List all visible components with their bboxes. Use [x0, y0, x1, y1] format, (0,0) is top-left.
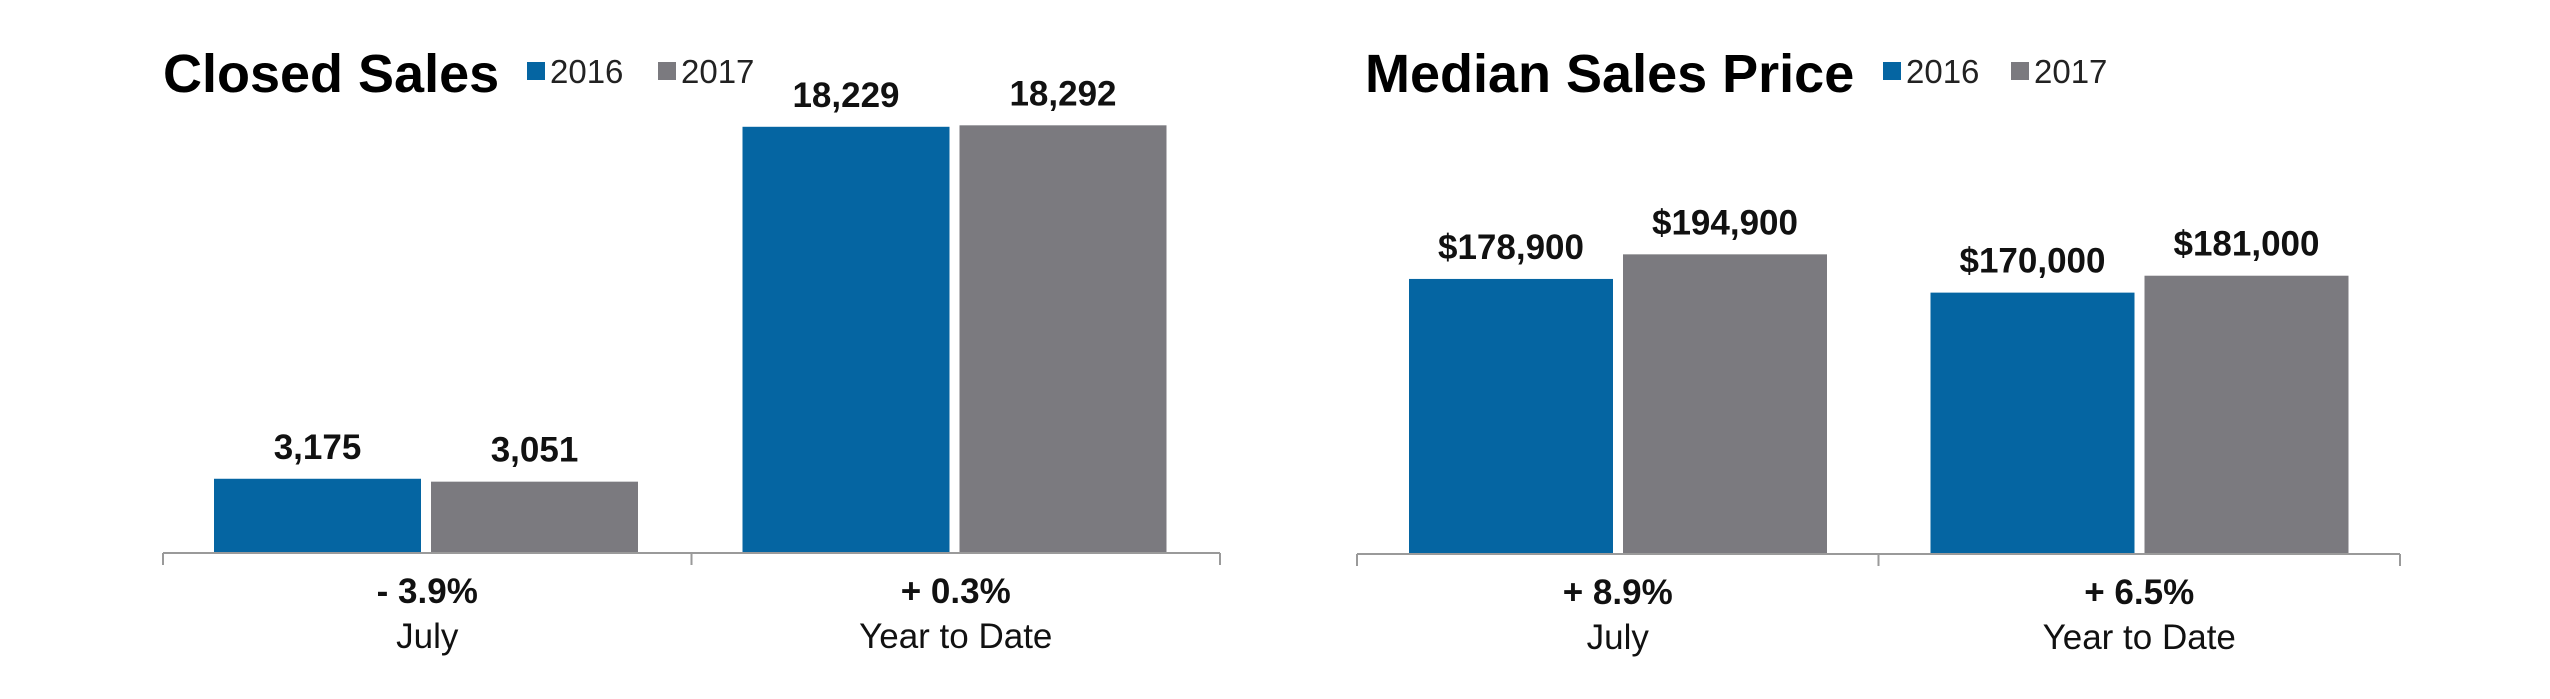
- bars-group: [214, 125, 1167, 554]
- data-label: 18,229: [792, 76, 899, 115]
- labels-group: $178,900 $194,900 + 8.9% July $170,000 $181,0…: [1438, 203, 2319, 657]
- data-label: 3,051: [491, 431, 579, 470]
- bar-2016-1: [1930, 292, 2135, 554]
- category-label: July: [396, 617, 459, 656]
- bar-2016-1: [742, 126, 950, 553]
- labels-group: 3,175 3,051 - 3.9% July 18,229 18,292 + 0.3% Ye…: [274, 74, 1117, 656]
- data-label: $178,900: [1438, 228, 1584, 267]
- legend-swatch-2017: [658, 62, 676, 80]
- data-label: 3,175: [274, 428, 362, 467]
- change-label: + 8.9%: [1563, 573, 1673, 612]
- legend-label-2016: 2016: [1906, 53, 1979, 90]
- bar-2017-1: [959, 125, 1167, 554]
- closed-sales-chart: Closed Sales 2016 2017 3,175 3,051 - 3.9% J…: [162, 44, 1221, 656]
- x-axis: [1356, 553, 2401, 566]
- data-label: $194,900: [1652, 203, 1798, 242]
- data-label: $170,000: [1960, 242, 2106, 281]
- legend-swatch-2017: [2011, 62, 2029, 80]
- category-label: Year to Date: [859, 617, 1052, 656]
- legend-label-2016: 2016: [550, 53, 623, 90]
- bar-2017-0: [431, 481, 638, 553]
- bars-group: [1409, 254, 2349, 554]
- legend-label-2017: 2017: [2034, 53, 2107, 90]
- legend-label-2017: 2017: [681, 53, 754, 90]
- legend-swatch-2016: [1883, 62, 1901, 80]
- bar-2016-0: [1409, 278, 1613, 554]
- data-label: 18,292: [1009, 74, 1116, 113]
- median-sales-price-chart: Median Sales Price 2016 2017 $178,900 $19…: [1356, 44, 2401, 657]
- legend-swatch-2016: [527, 62, 545, 80]
- chart-title: Median Sales Price: [1365, 44, 1854, 104]
- change-label: + 0.3%: [901, 572, 1011, 611]
- bar-2016-0: [214, 478, 421, 553]
- data-label: $181,000: [2174, 225, 2320, 264]
- x-axis: [162, 552, 1221, 565]
- change-label: - 3.9%: [377, 572, 478, 611]
- bar-2017-0: [1623, 254, 1827, 554]
- category-label: July: [1587, 618, 1650, 657]
- bar-2017-1: [2144, 275, 2349, 554]
- chart-title: Closed Sales: [163, 44, 499, 104]
- change-label: + 6.5%: [2084, 573, 2194, 612]
- category-label: Year to Date: [2043, 618, 2236, 657]
